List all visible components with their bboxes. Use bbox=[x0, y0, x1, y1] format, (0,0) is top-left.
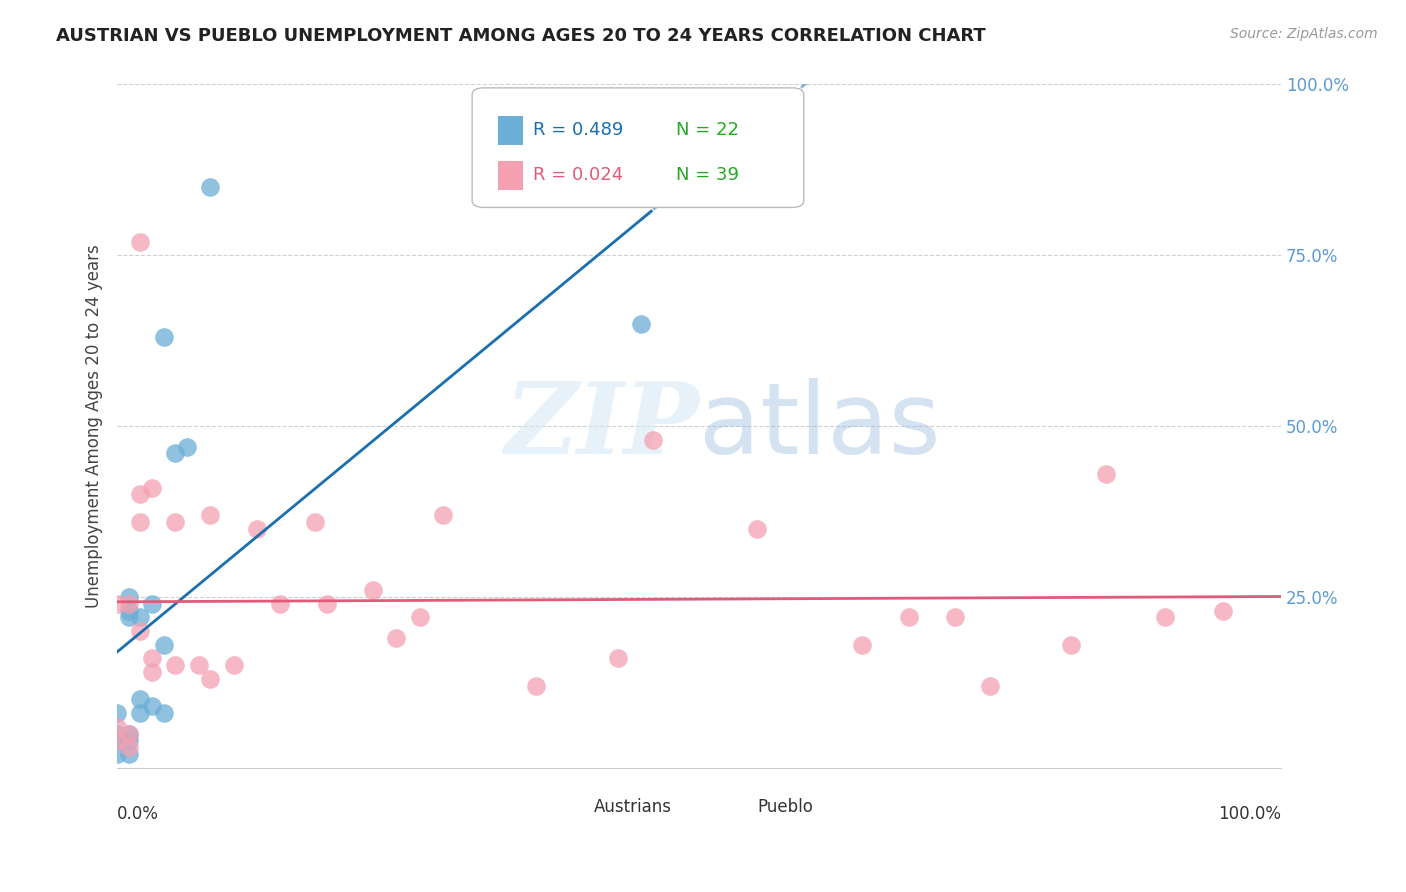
Point bbox=[269, 597, 291, 611]
Point bbox=[851, 638, 873, 652]
Point bbox=[129, 515, 152, 529]
Point bbox=[129, 624, 152, 638]
Point bbox=[304, 515, 326, 529]
Point bbox=[129, 235, 152, 249]
Point bbox=[118, 726, 141, 740]
Point bbox=[129, 706, 152, 720]
Bar bbox=[560, 797, 585, 819]
Point bbox=[105, 706, 128, 720]
Point bbox=[152, 330, 174, 344]
Text: 100.0%: 100.0% bbox=[1218, 805, 1281, 823]
Text: atlas: atlas bbox=[699, 377, 941, 475]
Text: R = 0.024: R = 0.024 bbox=[533, 166, 623, 185]
Point bbox=[606, 651, 628, 665]
Bar bbox=[498, 116, 523, 145]
FancyBboxPatch shape bbox=[472, 87, 804, 208]
Point bbox=[1095, 467, 1118, 481]
Point bbox=[105, 726, 128, 740]
Point bbox=[118, 733, 141, 747]
Point bbox=[105, 733, 128, 747]
Text: R = 0.489: R = 0.489 bbox=[533, 121, 623, 139]
Point bbox=[105, 597, 128, 611]
Point bbox=[432, 508, 454, 522]
Point bbox=[118, 610, 141, 624]
Point bbox=[165, 658, 187, 673]
Point bbox=[118, 740, 141, 755]
Point bbox=[979, 679, 1001, 693]
Text: Source: ZipAtlas.com: Source: ZipAtlas.com bbox=[1230, 27, 1378, 41]
Point bbox=[105, 733, 128, 747]
Point bbox=[361, 582, 384, 597]
Text: ZIP: ZIP bbox=[505, 378, 699, 475]
Point bbox=[141, 665, 163, 679]
Point bbox=[165, 515, 187, 529]
Point bbox=[118, 590, 141, 604]
Point bbox=[897, 610, 920, 624]
Point bbox=[118, 747, 141, 761]
Text: Pueblo: Pueblo bbox=[758, 798, 813, 816]
Text: AUSTRIAN VS PUEBLO UNEMPLOYMENT AMONG AGES 20 TO 24 YEARS CORRELATION CHART: AUSTRIAN VS PUEBLO UNEMPLOYMENT AMONG AG… bbox=[56, 27, 986, 45]
Point bbox=[141, 699, 163, 714]
Point bbox=[641, 433, 664, 447]
Point bbox=[315, 597, 337, 611]
Point bbox=[1060, 638, 1083, 652]
Point bbox=[141, 597, 163, 611]
Point bbox=[385, 631, 408, 645]
Bar bbox=[723, 797, 748, 819]
Text: N = 22: N = 22 bbox=[676, 121, 738, 139]
Point bbox=[165, 446, 187, 460]
Point bbox=[118, 603, 141, 617]
Point bbox=[129, 692, 152, 706]
Point bbox=[176, 440, 198, 454]
Point bbox=[141, 651, 163, 665]
Point bbox=[187, 658, 209, 673]
Y-axis label: Unemployment Among Ages 20 to 24 years: Unemployment Among Ages 20 to 24 years bbox=[86, 244, 103, 608]
Point bbox=[524, 679, 547, 693]
Point bbox=[129, 487, 152, 501]
Point bbox=[943, 610, 966, 624]
Point bbox=[747, 522, 769, 536]
Point bbox=[105, 747, 128, 761]
Point bbox=[200, 180, 222, 194]
Text: N = 39: N = 39 bbox=[676, 166, 738, 185]
Point bbox=[141, 481, 163, 495]
Point bbox=[105, 720, 128, 734]
Bar bbox=[498, 161, 523, 190]
Point bbox=[222, 658, 245, 673]
Point bbox=[152, 638, 174, 652]
Point bbox=[1212, 603, 1234, 617]
Point bbox=[630, 317, 652, 331]
Point bbox=[118, 597, 141, 611]
Point bbox=[200, 508, 222, 522]
Point bbox=[118, 726, 141, 740]
Text: Austrians: Austrians bbox=[595, 798, 672, 816]
Point bbox=[246, 522, 269, 536]
Point bbox=[409, 610, 432, 624]
Point bbox=[200, 672, 222, 686]
Text: 0.0%: 0.0% bbox=[117, 805, 159, 823]
Point bbox=[1153, 610, 1175, 624]
Point bbox=[129, 610, 152, 624]
Point bbox=[152, 706, 174, 720]
